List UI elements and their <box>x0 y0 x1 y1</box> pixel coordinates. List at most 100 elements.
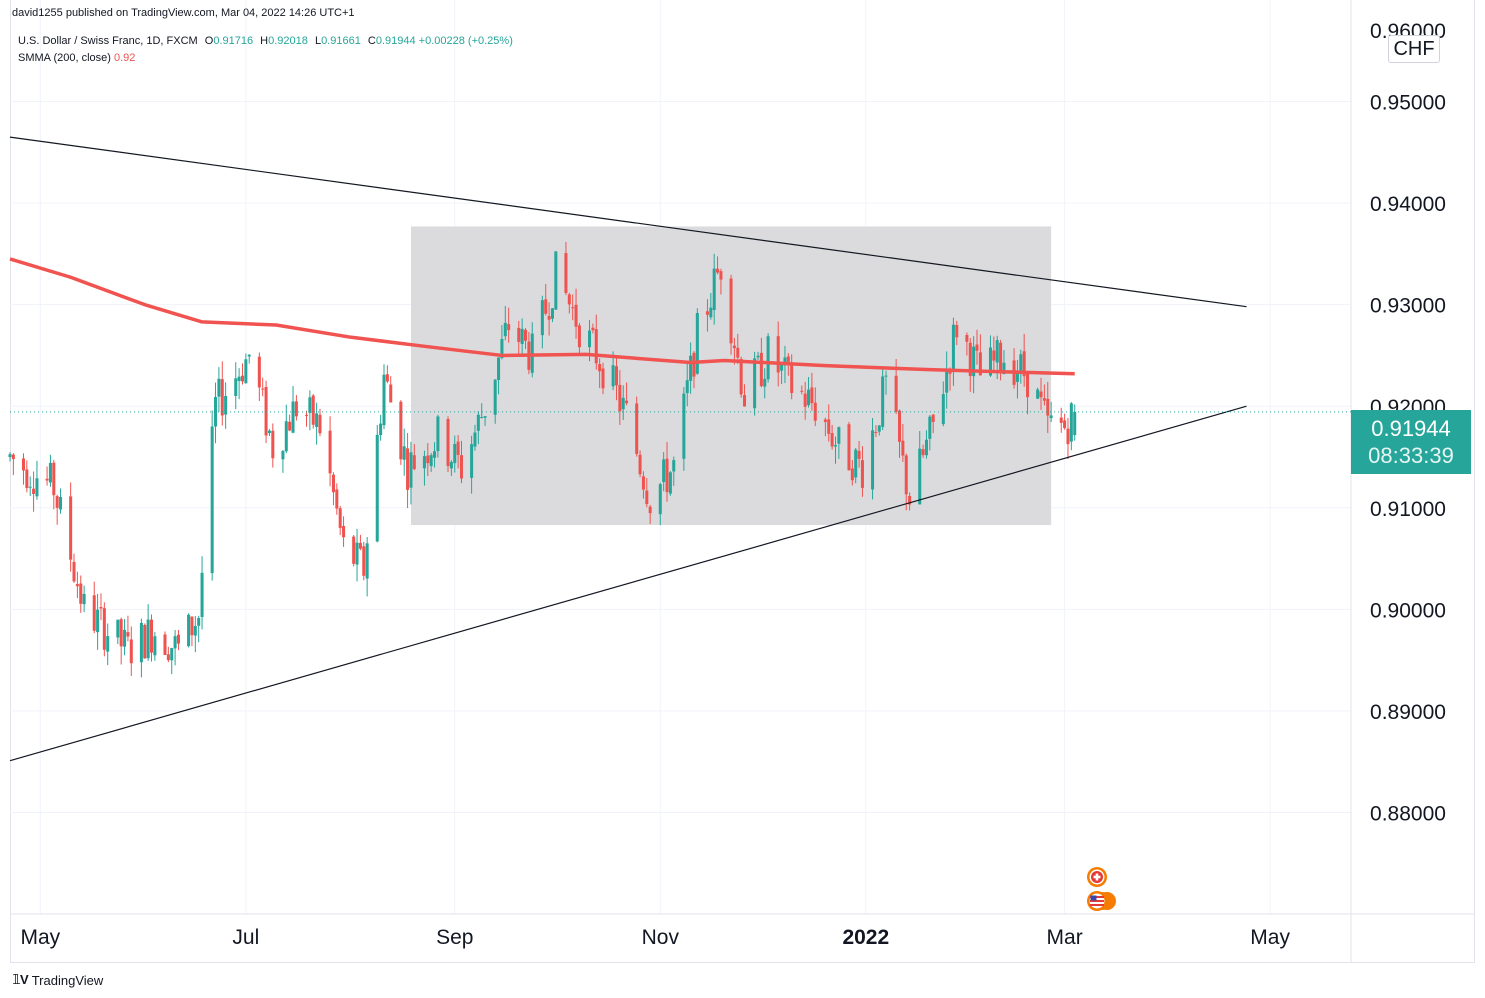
candle-body <box>594 329 598 364</box>
candle-body <box>763 378 767 387</box>
candle-body <box>48 462 52 483</box>
candle-body <box>766 336 770 380</box>
candle-body <box>732 345 736 349</box>
candle-body <box>497 357 501 380</box>
candle-body <box>449 461 453 469</box>
tradingview-logo[interactable]: 𝟙V TradingView <box>12 972 103 988</box>
candle-body <box>422 456 426 469</box>
x-tick-label: Mar <box>1047 926 1083 949</box>
candle-body <box>860 460 864 488</box>
chart-frame <box>10 0 1475 963</box>
candle-body <box>978 352 982 376</box>
candle-body <box>1036 389 1040 399</box>
event-flags[interactable] <box>1083 866 1119 912</box>
candle-body <box>1059 417 1063 423</box>
candle-body <box>668 472 672 494</box>
close-label: C <box>367 35 376 47</box>
candle-body <box>264 387 268 436</box>
candle-body <box>689 355 693 381</box>
candle-body <box>288 421 292 431</box>
indicator-legend: SMMA (200, close) 0.92 <box>18 52 135 64</box>
candle-body <box>621 397 625 410</box>
candle-body <box>924 439 928 456</box>
candle-body <box>35 478 39 497</box>
candle-body <box>244 359 248 384</box>
low-label: L <box>314 35 322 47</box>
candle-body <box>271 430 275 459</box>
candle-body <box>433 451 437 458</box>
candle-body <box>736 347 740 358</box>
candle-body <box>214 396 218 427</box>
indicator-name[interactable]: SMMA (200, close) <box>18 52 111 64</box>
candle-body <box>210 426 214 574</box>
candle-body <box>588 330 592 348</box>
candle-body <box>790 364 794 394</box>
candle-body <box>166 654 170 661</box>
candle-body <box>874 431 878 433</box>
last-price-tag: 0.91944 08:33:39 <box>1351 410 1471 474</box>
y-tick-label: 0.95000 <box>1370 92 1446 115</box>
candle-body <box>143 624 147 659</box>
candle-body <box>170 648 174 661</box>
tradingview-logo-icon: 𝟙V <box>12 972 29 987</box>
candle-body <box>476 414 480 431</box>
candle-body <box>901 440 905 456</box>
candle-body <box>544 299 548 314</box>
candle-body <box>662 459 666 483</box>
candle-body <box>780 364 784 371</box>
candle-body <box>1002 362 1006 375</box>
candle-body <box>362 546 366 576</box>
candle-body <box>217 378 221 397</box>
candle-body <box>1026 374 1030 398</box>
candle-body <box>786 356 790 362</box>
candle-body <box>375 434 379 542</box>
currency-label[interactable]: CHF <box>1388 35 1440 63</box>
candle-body <box>267 430 271 434</box>
candle-body <box>577 325 581 348</box>
candle-body <box>311 395 315 425</box>
candle-body <box>379 423 383 436</box>
candle-body <box>813 402 817 421</box>
candle-body <box>237 376 241 382</box>
candle-body <box>294 401 298 417</box>
candle-body <box>803 393 807 407</box>
candle-body <box>567 294 571 305</box>
candle-body <box>338 508 342 528</box>
candle-body <box>82 593 86 605</box>
y-tick-label: 0.90000 <box>1370 599 1446 622</box>
candle-body <box>470 444 474 478</box>
candle-body <box>945 368 949 393</box>
candle-body <box>897 410 902 442</box>
candle-body <box>975 344 979 351</box>
candle-body <box>456 441 460 455</box>
candle-body <box>69 496 73 560</box>
candle-body <box>1042 398 1046 401</box>
candle-body <box>412 455 416 470</box>
x-tick-label: Nov <box>642 926 680 949</box>
candle-body <box>756 355 760 358</box>
candle-body <box>672 460 676 472</box>
candle-body <box>705 311 709 315</box>
candle-body <box>328 430 332 474</box>
candle-body <box>149 619 154 653</box>
candle-body <box>503 322 507 337</box>
candle-body <box>389 384 393 403</box>
candle-body <box>554 251 558 310</box>
candle-body <box>904 455 908 495</box>
candle-body <box>153 636 157 656</box>
candle-body <box>119 619 123 647</box>
candle-body <box>234 378 238 396</box>
candle-body <box>116 619 120 638</box>
us-flag-icon <box>1087 891 1116 911</box>
candle-body <box>45 478 49 481</box>
candle-body <box>106 636 110 652</box>
candle-body <box>564 253 568 293</box>
candle-body <box>220 379 224 416</box>
candle-body <box>988 347 992 376</box>
candle-body <box>550 308 554 319</box>
candle-body <box>187 614 191 647</box>
low-value: 0.91661 <box>321 35 361 47</box>
close-value: 0.91944 <box>375 35 416 47</box>
symbol-title[interactable]: U.S. Dollar / Swiss Franc, 1D, FXCM <box>18 35 198 47</box>
